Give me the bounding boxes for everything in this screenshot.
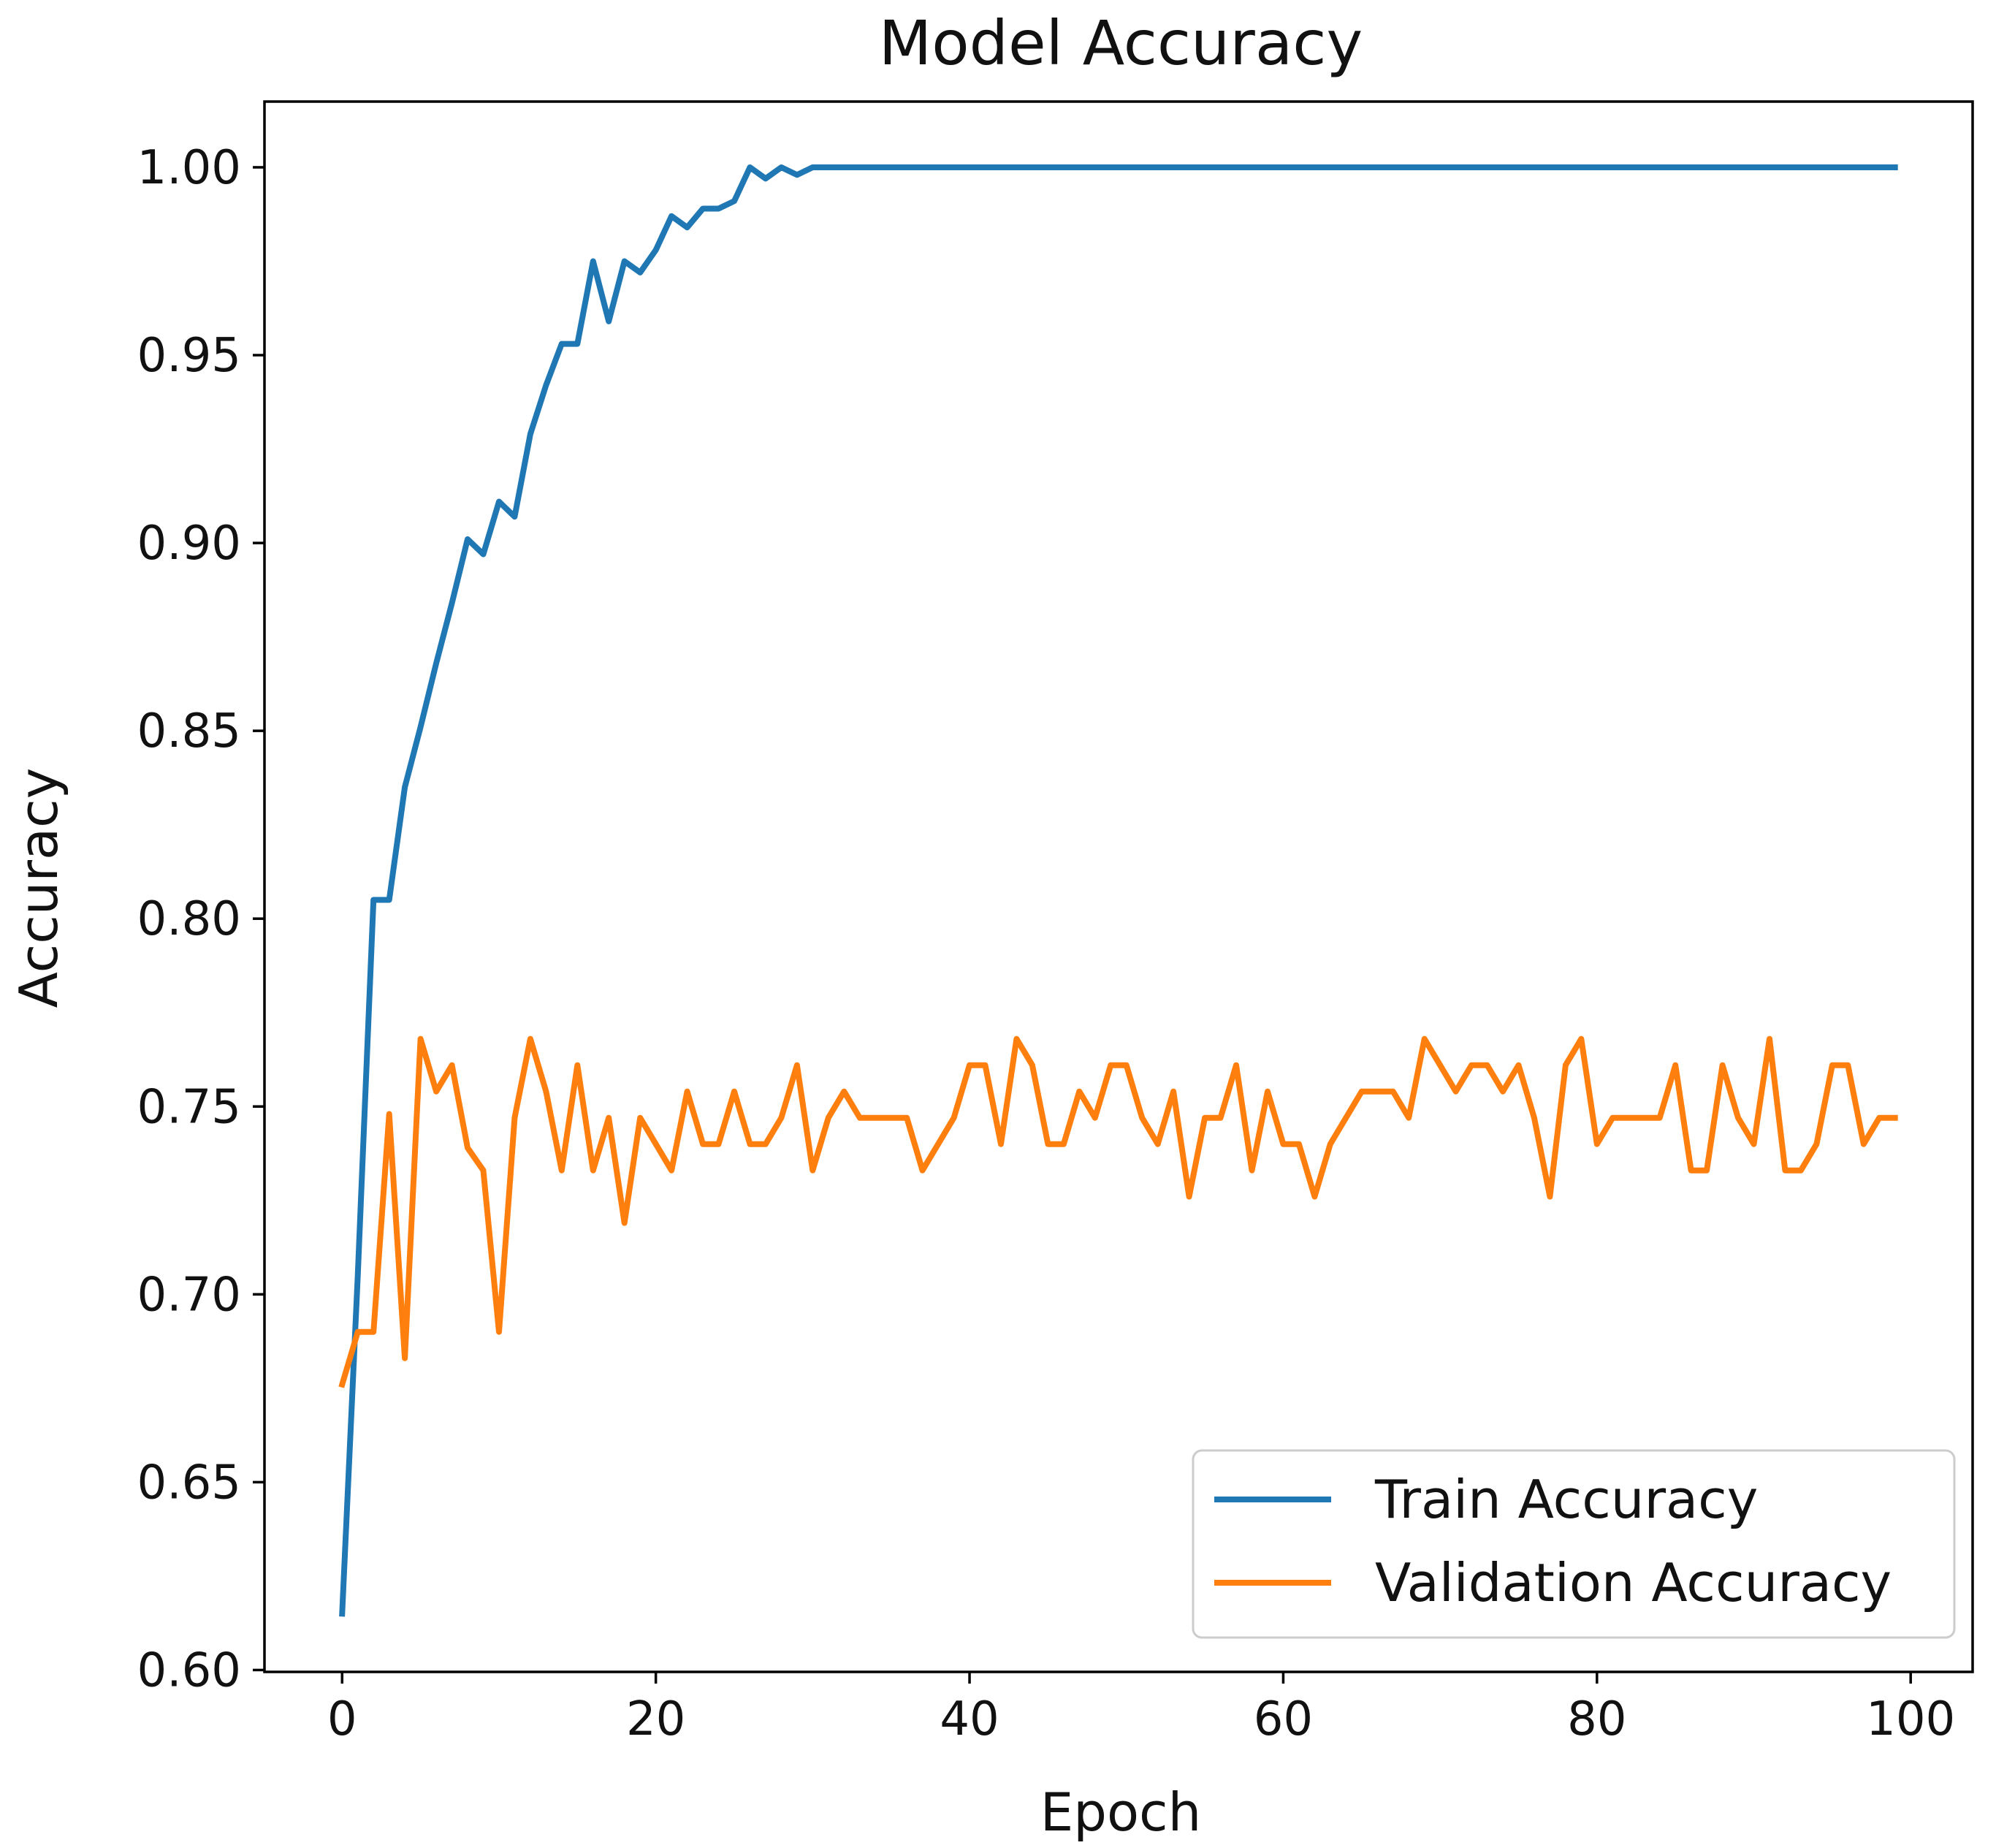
x-tick-label: 20 (626, 1692, 685, 1746)
x-axis-label: Epoch (1040, 1782, 1201, 1843)
series-line-train (339, 164, 1898, 1617)
axes-frame (263, 100, 1974, 1673)
y-tick-label: 0.70 (137, 1268, 242, 1322)
x-tick-label: 40 (940, 1692, 999, 1746)
legend-label-train: Train Accuracy (1374, 1469, 1758, 1530)
x-tick-label: 60 (1254, 1692, 1313, 1746)
legend: Train Accuracy Validation Accuracy (1192, 1449, 1956, 1639)
legend-box (1192, 1449, 1956, 1639)
y-tick-label: 0.80 (137, 892, 242, 946)
y-tick-label: 0.85 (137, 704, 242, 758)
legend-label-validation: Validation Accuracy (1375, 1552, 1892, 1613)
series-layer (338, 164, 1898, 1617)
x-tick-label: 80 (1567, 1692, 1626, 1746)
y-tick-label: 0.75 (137, 1080, 242, 1134)
y-tick-label: 0.90 (137, 517, 242, 571)
x-tick-label: 100 (1866, 1692, 1955, 1746)
y-tick-label: 0.60 (137, 1643, 242, 1697)
x-tick-label: 0 (327, 1692, 357, 1746)
axes-layer: 0 20 40 60 80 100 0.60 0.65 0.70 0.75 0.80 0.85 0.90… (137, 100, 1974, 1746)
y-tick-label: 0.95 (137, 329, 242, 383)
y-axis-label: Accuracy (8, 768, 69, 1008)
y-tick-label: 0.65 (137, 1456, 242, 1510)
series-line-validation (338, 1035, 1898, 1388)
chart-title: Model Accuracy (879, 7, 1363, 79)
y-tick-label: 1.00 (137, 141, 242, 195)
